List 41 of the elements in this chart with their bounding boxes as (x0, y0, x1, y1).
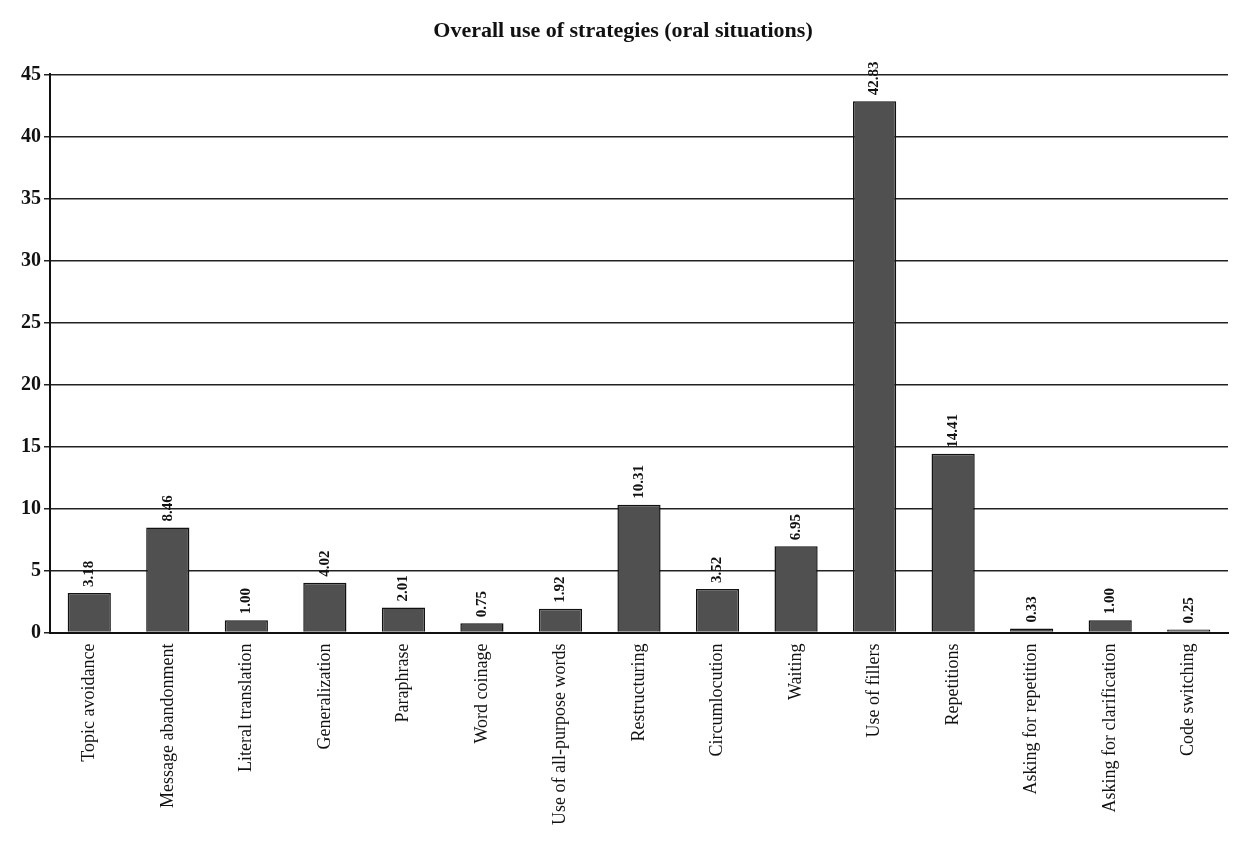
y-tick-label: 20 (21, 371, 41, 394)
data-label: 0.33 (1022, 596, 1039, 623)
data-label: 42.83 (865, 61, 882, 96)
data-label: 3.52 (708, 556, 725, 583)
x-tick-label: Repetitions (941, 643, 962, 726)
x-tick-label: Circumlocution (706, 643, 727, 757)
y-tick-label: 45 (21, 61, 41, 84)
data-label: 14.41 (944, 414, 961, 448)
x-tick-label: Use of fillers (863, 643, 884, 738)
chart-title: Overall use of strategies (oral situations) (433, 16, 813, 42)
x-tick-label: Paraphrase (392, 643, 413, 723)
x-tick-label: Asking for clarification (1098, 643, 1119, 813)
x-tick-label: Message abandonment (156, 643, 177, 808)
x-tick-label: Restructuring (627, 643, 648, 742)
x-tick-label: Literal translation (235, 643, 256, 772)
data-label: 1.00 (237, 587, 254, 615)
y-tick-label: 30 (21, 247, 41, 270)
y-tick-label: 35 (21, 185, 41, 208)
data-label: 0.25 (1179, 597, 1196, 624)
x-tick-label: Topic avoidance (78, 643, 98, 762)
y-tick-label: 25 (21, 309, 41, 332)
data-label: 1.00 (1101, 587, 1118, 615)
x-tick-label: Waiting (784, 643, 805, 701)
data-label: 0.75 (472, 590, 489, 618)
y-tick-label: 5 (31, 557, 41, 580)
y-tick-label: 10 (21, 495, 41, 518)
x-tick-label: Word coinage (470, 643, 491, 744)
data-label: 3.18 (80, 560, 97, 588)
x-tick-label: Use of all-purpose words (549, 643, 570, 826)
data-label: 1.92 (551, 576, 568, 603)
data-label: 2.01 (394, 575, 411, 602)
y-tick-label: 15 (21, 433, 41, 456)
y-tick-label: 40 (21, 123, 41, 146)
x-tick-label: Generalization (313, 643, 334, 750)
data-label: 10.31 (629, 464, 646, 499)
y-tick-label: 0 (31, 619, 41, 642)
data-label: 8.46 (158, 494, 175, 522)
x-tick-label: Asking for repetition (1020, 643, 1041, 795)
data-label: 6.95 (786, 514, 803, 541)
data-label: 4.02 (315, 550, 332, 577)
x-tick-label: Code switching (1177, 643, 1198, 757)
